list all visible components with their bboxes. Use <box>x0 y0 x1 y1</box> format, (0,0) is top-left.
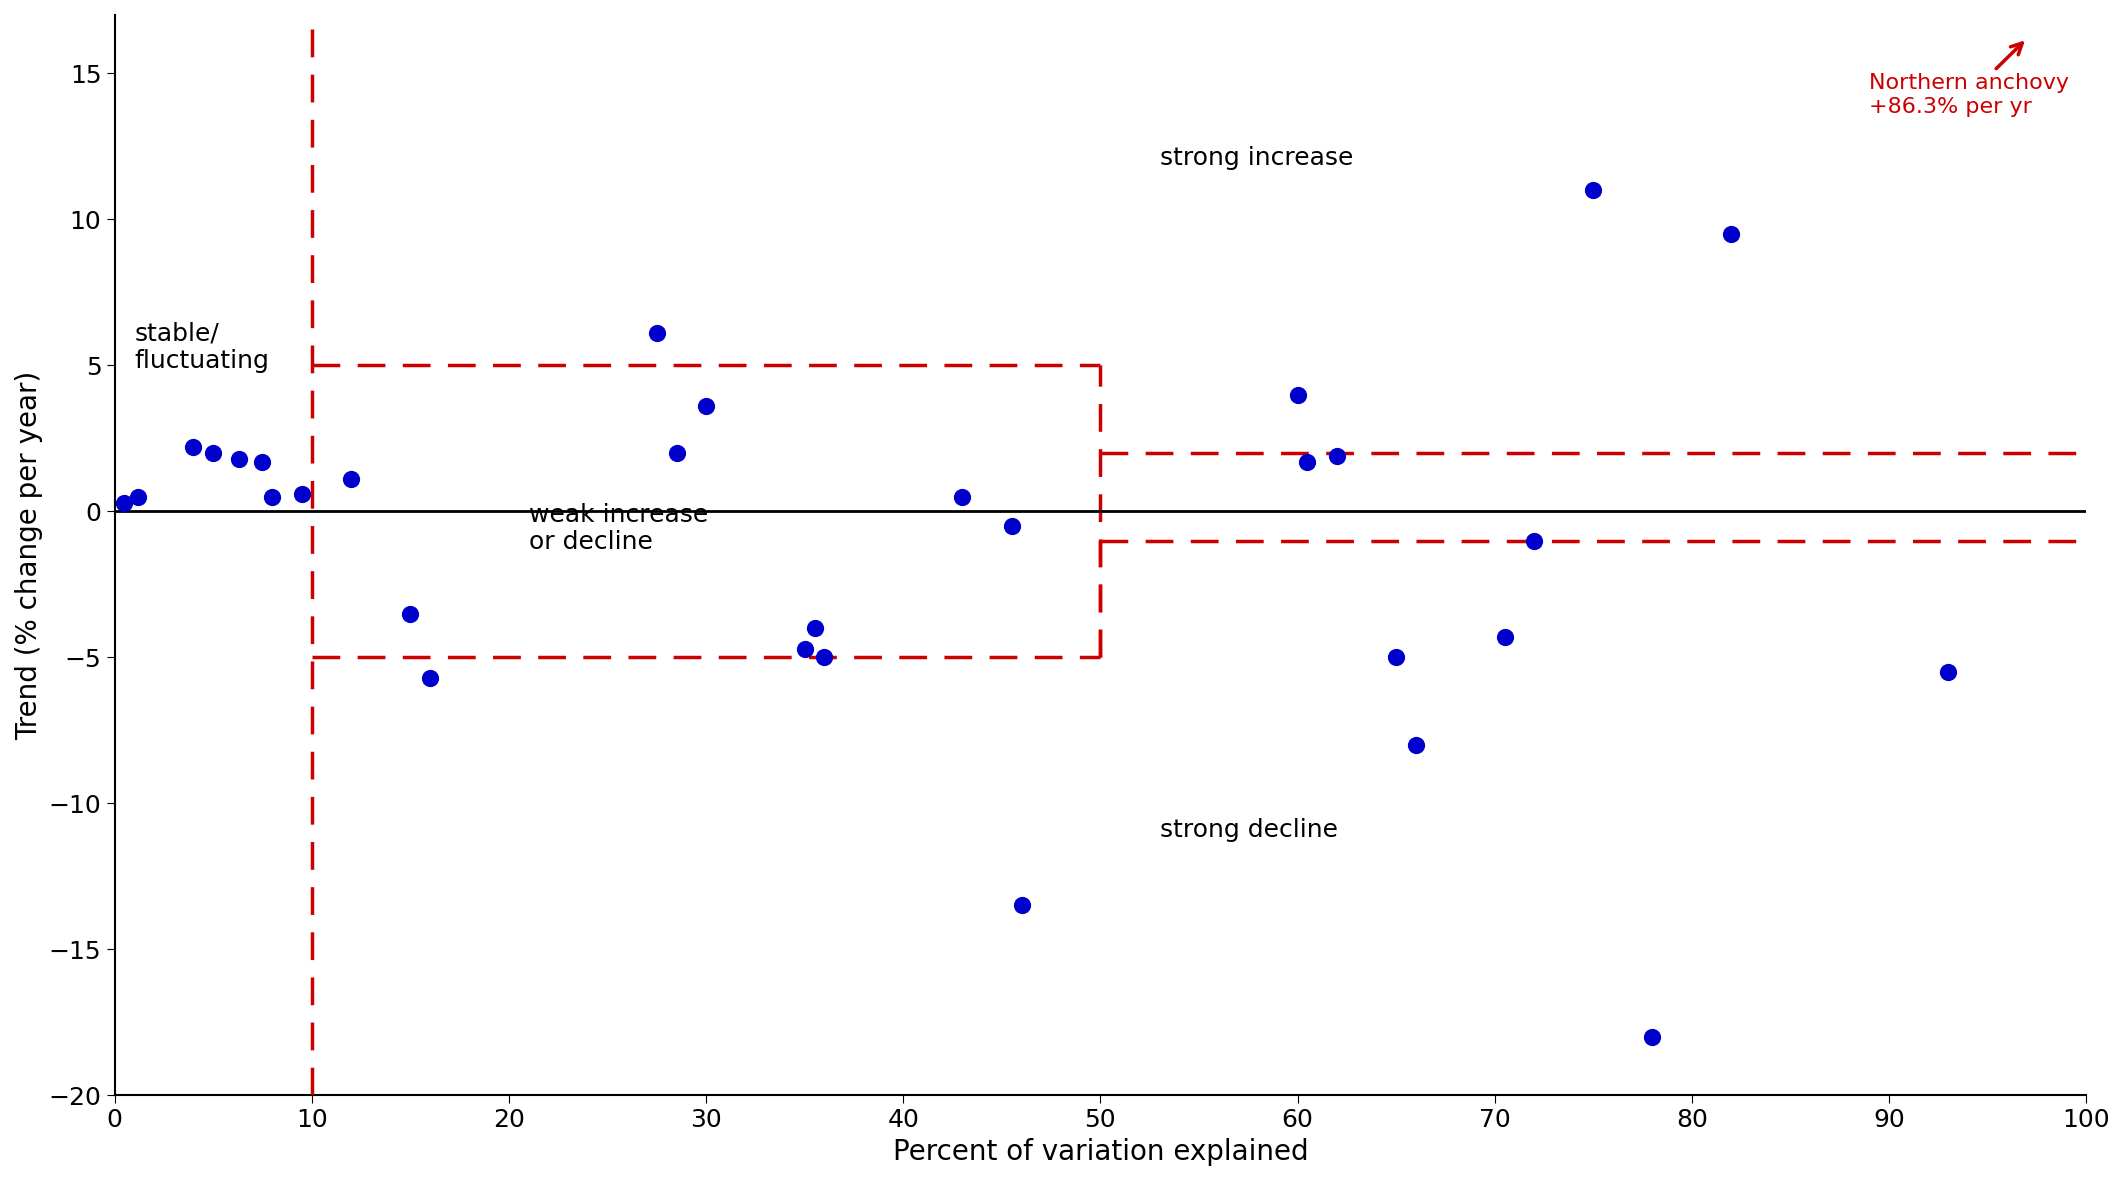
X-axis label: Percent of variation explained: Percent of variation explained <box>892 1138 1309 1166</box>
Point <box>1379 648 1413 667</box>
Point <box>1320 446 1354 465</box>
Point <box>393 603 427 622</box>
Point <box>196 444 230 463</box>
Point <box>176 438 210 457</box>
Point <box>246 452 280 471</box>
Text: stable/
fluctuating: stable/ fluctuating <box>134 321 270 373</box>
Point <box>108 494 142 513</box>
Point <box>946 488 980 507</box>
Text: strong increase: strong increase <box>1160 146 1354 170</box>
Point <box>412 668 446 687</box>
Text: Northern anchovy
+86.3% per yr: Northern anchovy +86.3% per yr <box>1870 43 2070 117</box>
Point <box>121 488 155 507</box>
Text: strong decline: strong decline <box>1160 818 1337 842</box>
Y-axis label: Trend (% change per year): Trend (% change per year) <box>15 371 42 739</box>
Point <box>1290 452 1324 471</box>
Point <box>334 470 368 489</box>
Point <box>1517 531 1551 550</box>
Point <box>995 516 1028 535</box>
Point <box>659 444 693 463</box>
Point <box>1488 627 1522 646</box>
Point <box>1577 181 1611 200</box>
Point <box>1636 1027 1670 1046</box>
Point <box>1932 663 1966 681</box>
Point <box>788 639 822 658</box>
Point <box>797 619 831 638</box>
Point <box>1005 896 1039 915</box>
Point <box>808 648 842 667</box>
Point <box>221 449 255 468</box>
Text: weak increase
or decline: weak increase or decline <box>529 503 708 554</box>
Point <box>1281 385 1315 404</box>
Point <box>1398 736 1432 755</box>
Point <box>255 488 289 507</box>
Point <box>640 324 674 342</box>
Point <box>1715 224 1749 243</box>
Point <box>285 484 319 503</box>
Point <box>688 397 722 416</box>
